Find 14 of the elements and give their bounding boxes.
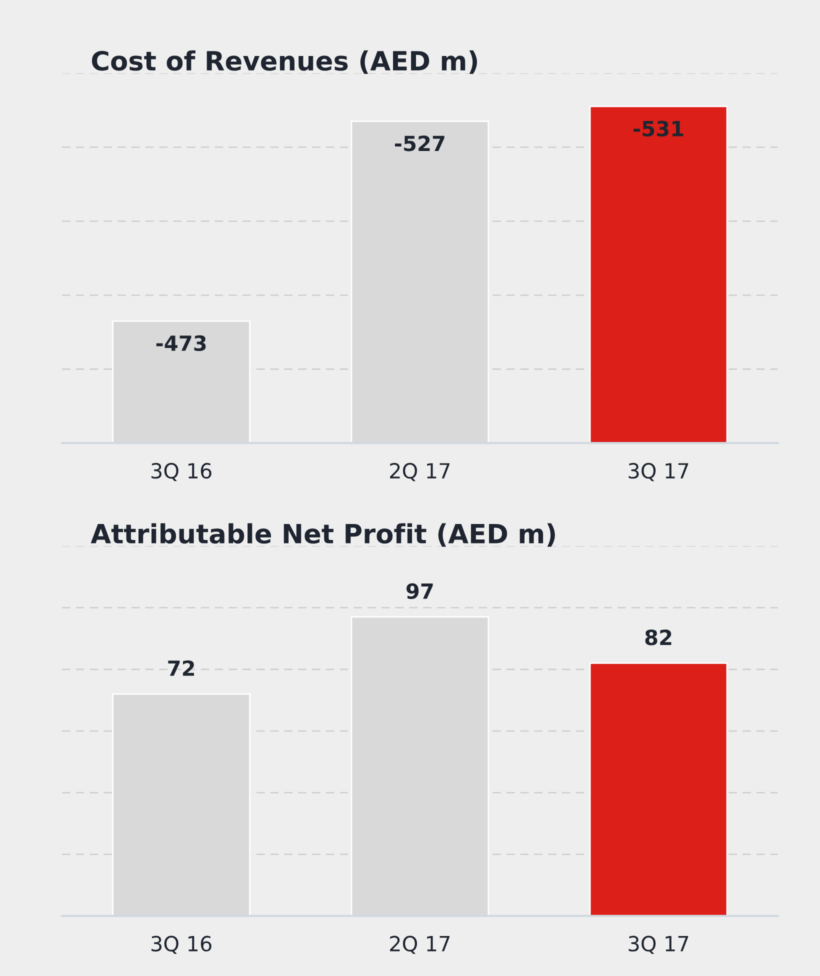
data-label: 72 (168, 660, 194, 676)
chart-title: Attributable Net Profit (AED m) (90, 523, 555, 547)
data-label: 82 (645, 630, 672, 646)
x-tick-label: 3Q 16 (151, 936, 212, 954)
x-tick-label: 3Q 17 (628, 462, 688, 482)
data-label: -527 (394, 136, 444, 152)
x-tick-label: 3Q 16 (151, 462, 212, 482)
x-tick-label: 2Q 17 (390, 936, 450, 954)
data-label: -473 (156, 335, 206, 352)
data-label: -531 (634, 120, 684, 137)
x-tick-label: 3Q 17 (628, 936, 688, 954)
chart-title: Cost of Revenues (AED m) (92, 50, 477, 74)
data-label: 97 (406, 583, 433, 600)
x-tick-label: 2Q 17 (390, 462, 450, 482)
